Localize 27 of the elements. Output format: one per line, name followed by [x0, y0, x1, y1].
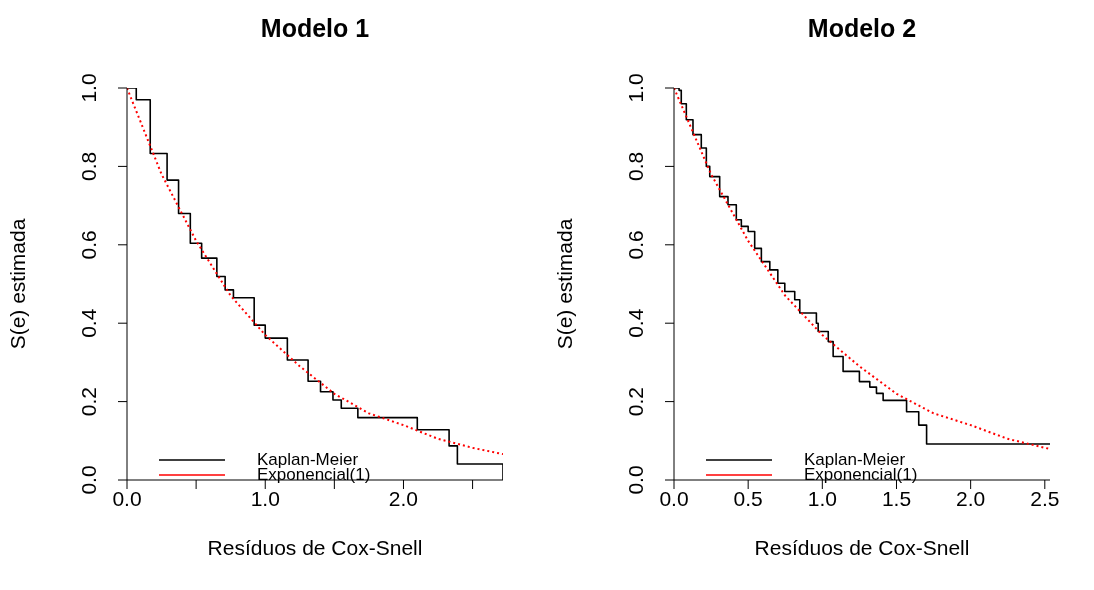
y-tick-label: 0.8	[77, 151, 100, 181]
legend-label: Kaplan-Meier	[804, 450, 906, 469]
chart-title: Modelo 1	[259, 14, 371, 43]
y-tick-label: 0.4	[77, 308, 100, 338]
y-axis-title: S(e) estimada	[6, 218, 30, 350]
x-tick-label: 1.0	[250, 486, 280, 510]
x-tick-label: 2.0	[388, 486, 419, 510]
x-tick-label: 1.5	[881, 486, 912, 510]
y-tick-label: 0.6	[77, 230, 100, 260]
y-tick-label: 0.8	[624, 151, 647, 181]
x-tick-label: 0.0	[112, 486, 142, 510]
y-tick-label: 0.2	[624, 387, 647, 417]
x-axis-title: Resíduos de Cox-Snell	[206, 536, 424, 560]
x-tick-label: 1.0	[807, 486, 837, 510]
y-tick-label: 1.0	[77, 73, 100, 103]
y-tick-label: 0.6	[624, 230, 647, 260]
x-axis-title: Resíduos de Cox-Snell	[753, 536, 971, 560]
y-axis-title: S(e) estimada	[553, 218, 577, 350]
x-tick-label: 0.5	[733, 486, 763, 510]
chart-title: Modelo 2	[806, 14, 918, 43]
legend-label: Kaplan-Meier	[257, 450, 359, 469]
x-tick-label: 2.0	[956, 486, 986, 510]
y-tick-label: 0.4	[624, 308, 647, 338]
x-tick-label: 0.0	[659, 486, 689, 510]
y-tick-label: 0.2	[77, 387, 100, 417]
x-tick-label: 2.5	[1030, 486, 1060, 510]
y-tick-label: 1.0	[624, 73, 647, 103]
